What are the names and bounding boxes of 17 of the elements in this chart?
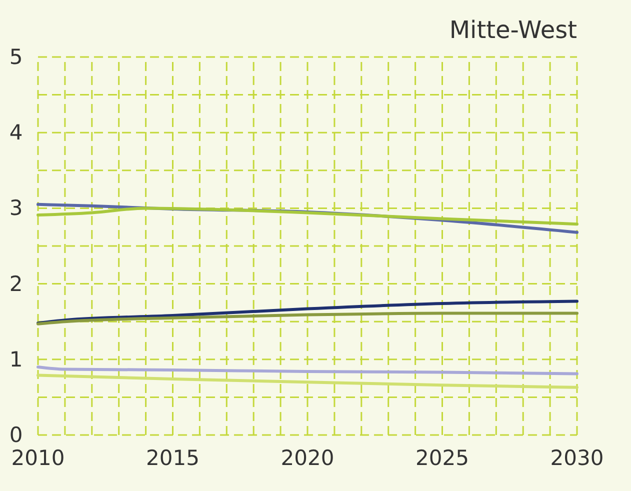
x-tick-label: 2030 (550, 446, 604, 470)
y-tick-label: 1 (9, 347, 23, 372)
y-tick-label: 5 (9, 45, 23, 69)
line-series (36, 374, 578, 389)
line-series (36, 300, 578, 325)
x-tick-label: 2020 (280, 446, 334, 470)
y-tick-label: 4 (9, 120, 23, 145)
y-tick-label: 3 (9, 196, 23, 220)
x-tick-label: 2010 (11, 446, 65, 470)
x-tick-label: 2025 (416, 446, 469, 470)
line-series (36, 206, 578, 226)
line-series (36, 365, 578, 376)
y-tick-label: 0 (9, 423, 23, 447)
line-series (36, 312, 578, 326)
y-tick-label: 2 (9, 272, 23, 296)
chart-title: Mitte-West (449, 16, 577, 44)
x-tick-label: 2015 (146, 446, 200, 470)
